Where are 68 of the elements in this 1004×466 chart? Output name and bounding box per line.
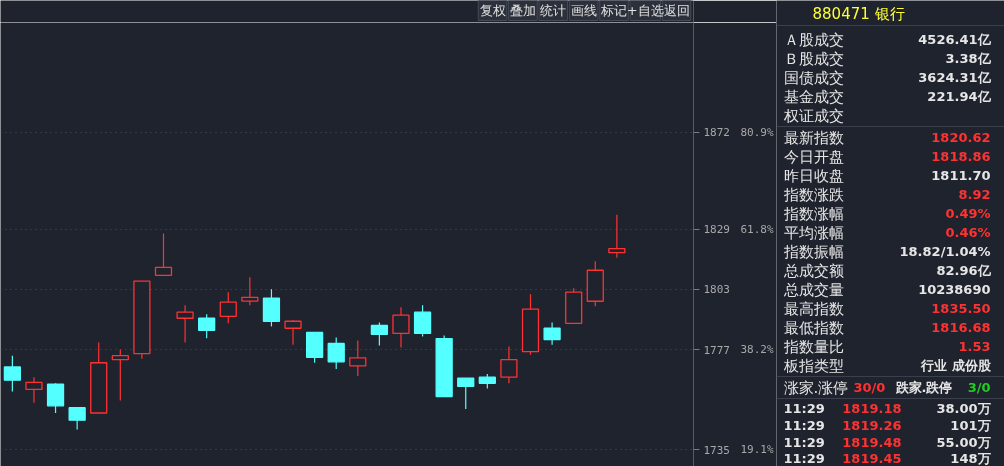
text: 148万 <box>950 451 991 466</box>
text: 昨日收盘 <box>783 166 844 185</box>
text: 221.94亿 <box>927 89 991 104</box>
text: 1819.45 <box>842 451 902 466</box>
text: 平均涨幅 <box>783 223 844 242</box>
text: Ｂ股成交 <box>783 49 844 68</box>
text: 指数涨幅 <box>783 204 844 223</box>
text: 3.38亿 <box>945 51 991 66</box>
text: 1835.50 <box>931 301 991 316</box>
text: 3/0 <box>967 380 991 395</box>
text: 最高指数 <box>783 299 844 318</box>
text: 82.96亿 <box>936 263 991 278</box>
text: 38.00万 <box>936 400 991 416</box>
y-tick-label: 1829 <box>703 223 730 237</box>
text: 行业 成份股 <box>920 358 991 373</box>
text: 11:29 <box>783 451 825 466</box>
y-tick-label: 1872 <box>703 126 730 140</box>
text: 11:29 <box>783 417 825 433</box>
text: 1811.70 <box>931 168 991 183</box>
text: 复权 <box>479 3 506 18</box>
text: 3624.31亿 <box>918 70 991 85</box>
text: 最低指数 <box>783 318 844 337</box>
text: 1818.86 <box>931 149 991 164</box>
text: +自选 <box>626 3 664 18</box>
text: 最新指数 <box>783 128 844 147</box>
text: 1819.26 <box>842 417 902 433</box>
text: 0.49% <box>945 206 991 221</box>
text: 61.8% <box>740 222 774 236</box>
text: 总成交额 <box>783 261 844 280</box>
text: 统计 <box>540 3 567 18</box>
text: 1819.48 <box>842 434 902 450</box>
text: 权证成交 <box>783 106 844 125</box>
text: 1.53 <box>958 339 991 354</box>
text: 1819.18 <box>842 400 902 416</box>
text: 标记 <box>601 3 628 18</box>
text: 基金成交 <box>783 87 844 106</box>
text: 返回 <box>663 3 690 18</box>
y-tick-label: 1777 <box>703 343 730 357</box>
text: 板指类型 <box>783 356 844 375</box>
text: 11:29 <box>783 434 825 450</box>
text: 0.46% <box>945 225 991 240</box>
text: 10238690 <box>918 282 991 297</box>
text: 国债成交 <box>783 68 844 87</box>
text: 跌家.跌停 <box>895 380 953 395</box>
text: 总成交量 <box>783 280 844 299</box>
text: 指数涨跌 <box>783 185 844 204</box>
text: 80.9% <box>740 125 774 139</box>
text: 涨家.涨停 <box>783 378 849 397</box>
text: 55.00万 <box>936 434 991 450</box>
y-tick-label: 1803 <box>703 283 730 297</box>
text: 今日开盘 <box>783 147 844 166</box>
text: 8.92 <box>958 187 991 202</box>
y-tick-label: 1735 <box>703 443 730 457</box>
text: 指数量比 <box>783 337 844 356</box>
text: 19.1% <box>740 443 774 457</box>
text: 画线 <box>570 3 597 18</box>
text: 880471 银行 <box>812 4 905 23</box>
text: 叠加 <box>509 3 536 18</box>
text: 18.82/1.04% <box>899 244 991 259</box>
text: 101万 <box>950 417 991 433</box>
text: 30/0 <box>853 380 886 395</box>
text: 指数振幅 <box>783 242 844 261</box>
text: 1816.68 <box>931 320 991 335</box>
text: 11:29 <box>783 400 825 416</box>
text: Ａ股成交 <box>783 30 844 49</box>
text: 1820.62 <box>931 130 991 145</box>
text: 38.2% <box>740 343 774 357</box>
text: 4526.41亿 <box>918 32 991 47</box>
